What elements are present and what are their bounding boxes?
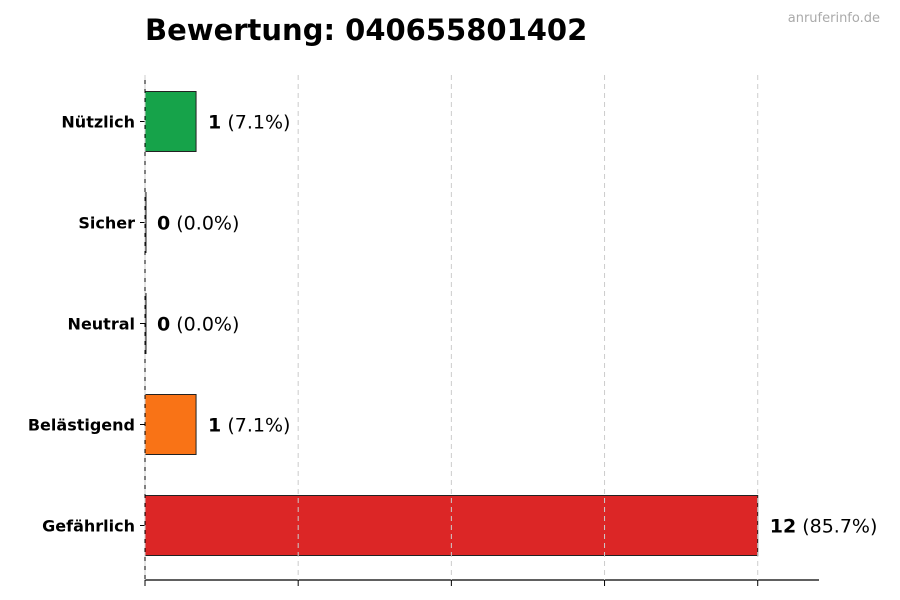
chart-title: Bewertung: 040655801402 [145,13,587,47]
data-label: 0 (0.0%) [157,213,239,235]
data-label: 12 (85.7%) [770,516,878,538]
value-label: 1 [208,112,221,134]
percent-label: (7.1%) [221,112,290,134]
value-label: 12 [770,516,796,538]
category-label: Neutral [68,315,135,334]
bar-3 [144,394,197,455]
value-label: 0 [157,213,170,235]
value-label: 0 [157,314,170,336]
percent-label: (0.0%) [170,213,239,235]
watermark: anruferinfo.de [788,11,880,26]
data-label: 1 (7.1%) [208,112,290,134]
category-label: Sicher [78,214,135,233]
data-label: 1 (7.1%) [208,415,290,437]
bar-0 [144,91,197,152]
category-label: Nützlich [61,113,135,132]
data-label: 0 (0.0%) [157,314,239,336]
category-label: Gefährlich [42,517,135,536]
percent-label: (85.7%) [796,516,877,538]
category-label: Belästigend [28,416,135,435]
percent-label: (7.1%) [221,415,290,437]
percent-label: (0.0%) [170,314,239,336]
value-label: 1 [208,415,221,437]
